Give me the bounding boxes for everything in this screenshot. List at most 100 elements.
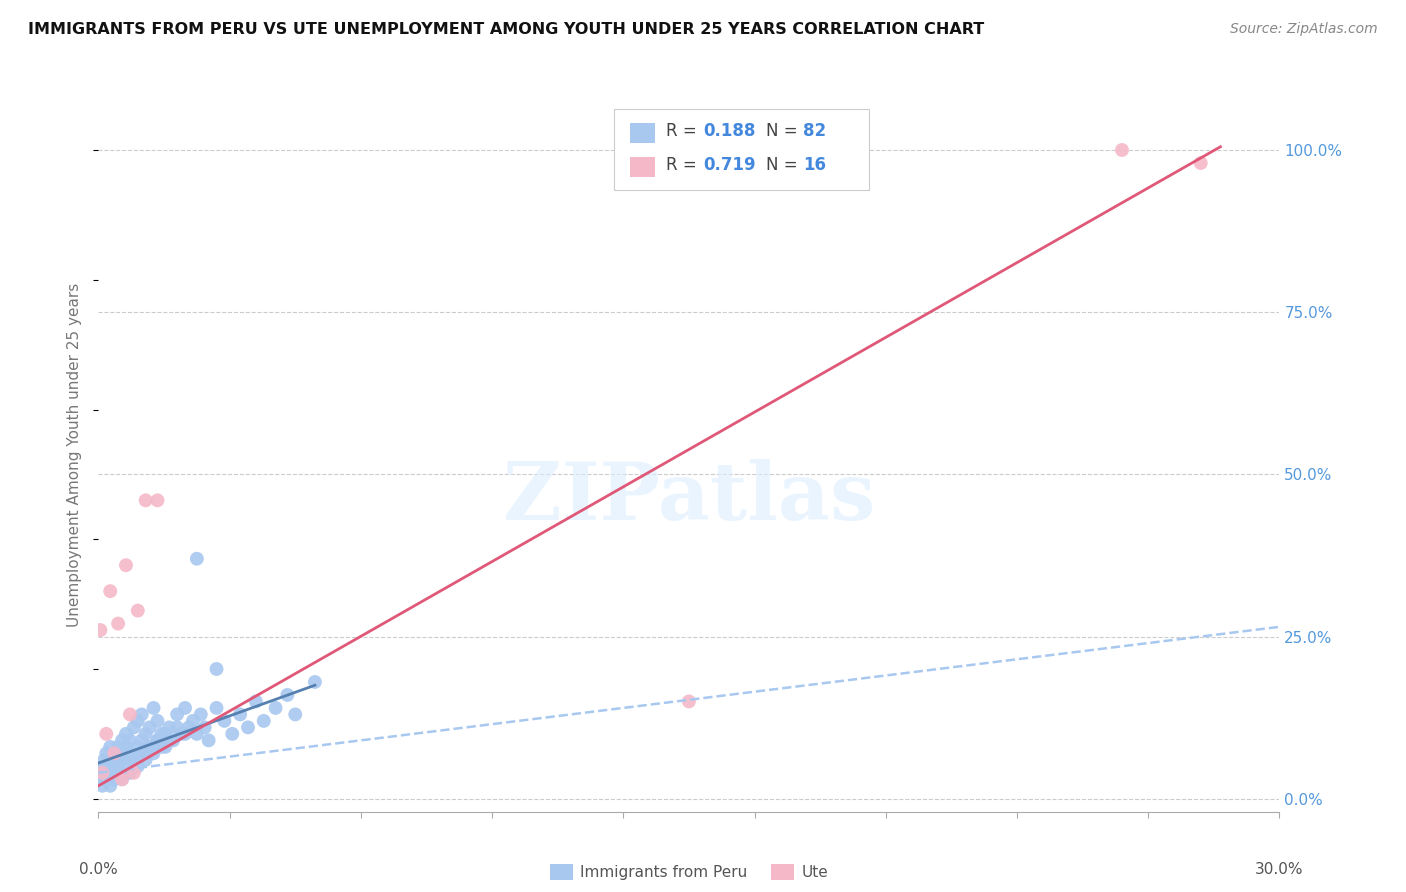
Point: [135, 727, 157, 741]
Point: [142, 739, 165, 754]
Point: [678, 694, 700, 708]
Point: [111, 772, 134, 787]
Text: Source: ZipAtlas.com: Source: ZipAtlas.com: [1230, 22, 1378, 37]
Point: [142, 701, 165, 715]
Point: [157, 720, 180, 734]
Point: [107, 616, 129, 631]
Point: [181, 714, 204, 728]
Text: 0.719: 0.719: [703, 156, 755, 174]
Text: N =: N =: [766, 122, 803, 140]
Point: [162, 733, 184, 747]
Point: [276, 688, 298, 702]
Point: [107, 753, 129, 767]
Point: [111, 747, 134, 761]
Point: [166, 720, 188, 734]
Point: [127, 759, 149, 773]
Point: [105, 765, 128, 780]
Point: [98, 584, 121, 599]
Point: [146, 714, 169, 728]
Point: [101, 753, 124, 767]
Point: [135, 493, 157, 508]
Point: [157, 733, 180, 747]
Point: [91, 772, 114, 787]
Point: [115, 558, 138, 573]
Point: [98, 779, 121, 793]
Point: [135, 747, 157, 761]
Point: [118, 733, 141, 747]
Point: [122, 753, 145, 767]
Point: [96, 727, 118, 741]
Point: [284, 707, 307, 722]
Point: [122, 765, 145, 780]
Point: [118, 765, 141, 780]
Point: [236, 720, 259, 734]
Point: [103, 747, 125, 761]
Point: [127, 739, 149, 754]
Point: [131, 733, 153, 747]
Text: 0.188: 0.188: [703, 122, 755, 140]
Point: [205, 701, 228, 715]
Text: 16: 16: [803, 156, 825, 174]
Point: [91, 765, 114, 780]
Point: [89, 765, 111, 780]
Text: ZIPatlas: ZIPatlas: [503, 458, 875, 537]
Point: [304, 675, 326, 690]
Point: [118, 707, 141, 722]
Point: [115, 759, 138, 773]
Point: [98, 739, 121, 754]
Point: [96, 765, 118, 780]
Point: [127, 714, 149, 728]
Point: [245, 694, 267, 708]
Text: R =: R =: [666, 122, 703, 140]
Point: [103, 747, 125, 761]
Y-axis label: Unemployment Among Youth under 25 years: Unemployment Among Youth under 25 years: [67, 283, 83, 627]
Point: [138, 739, 160, 754]
Point: [131, 747, 153, 761]
Text: R =: R =: [666, 156, 703, 174]
Point: [96, 747, 118, 761]
Point: [155, 727, 177, 741]
Point: [138, 720, 160, 734]
Point: [115, 739, 138, 754]
Point: [166, 707, 188, 722]
Point: [174, 701, 197, 715]
Point: [229, 707, 252, 722]
Point: [146, 493, 169, 508]
Point: [107, 759, 129, 773]
Point: [122, 753, 145, 767]
Point: [127, 604, 149, 618]
Point: [142, 747, 165, 761]
Point: [190, 707, 212, 722]
Point: [155, 739, 177, 754]
Point: [91, 779, 114, 793]
Point: [221, 727, 243, 741]
Point: [150, 727, 173, 741]
Point: [146, 733, 169, 747]
Point: [174, 727, 197, 741]
Point: [186, 551, 208, 566]
Point: [96, 772, 118, 787]
Point: [89, 623, 111, 637]
Point: [107, 765, 129, 780]
Text: 30.0%: 30.0%: [1256, 862, 1303, 877]
Text: 0.0%: 0.0%: [79, 862, 118, 877]
Point: [197, 733, 219, 747]
Point: [150, 739, 173, 754]
Text: N =: N =: [766, 156, 803, 174]
Point: [122, 720, 145, 734]
Text: 82: 82: [803, 122, 825, 140]
Point: [118, 747, 141, 761]
Point: [177, 720, 200, 734]
Point: [186, 727, 208, 741]
Point: [253, 714, 276, 728]
Point: [194, 720, 217, 734]
Point: [103, 759, 125, 773]
Point: [131, 707, 153, 722]
Point: [264, 701, 287, 715]
Point: [111, 733, 134, 747]
Point: [214, 714, 236, 728]
Point: [107, 739, 129, 754]
Point: [1189, 156, 1212, 170]
Point: [111, 753, 134, 767]
Point: [103, 772, 125, 787]
